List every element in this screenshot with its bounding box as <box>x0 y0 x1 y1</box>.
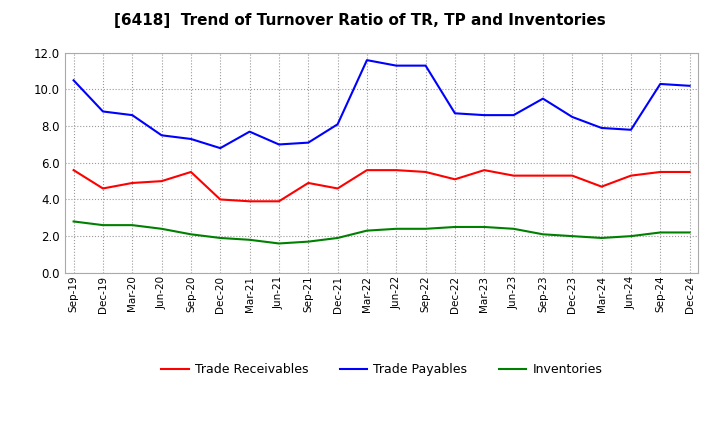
Trade Receivables <box>392 168 400 173</box>
Inventories <box>626 234 635 239</box>
Inventories <box>99 223 107 228</box>
Trade Payables <box>128 113 137 118</box>
Trade Payables <box>685 83 694 88</box>
Trade Receivables <box>69 168 78 173</box>
Trade Payables <box>598 125 606 131</box>
Trade Payables <box>539 96 547 101</box>
Inventories <box>421 226 430 231</box>
Inventories <box>451 224 459 230</box>
Inventories <box>128 223 137 228</box>
Trade Payables <box>480 113 489 118</box>
Trade Receivables <box>626 173 635 178</box>
Inventories <box>685 230 694 235</box>
Trade Receivables <box>568 173 577 178</box>
Trade Payables <box>626 127 635 132</box>
Trade Payables <box>274 142 283 147</box>
Trade Payables <box>246 129 254 134</box>
Trade Payables <box>363 58 372 63</box>
Inventories <box>246 237 254 242</box>
Trade Payables <box>157 132 166 138</box>
Trade Receivables <box>304 180 312 186</box>
Inventories <box>392 226 400 231</box>
Line: Trade Payables: Trade Payables <box>73 60 690 148</box>
Inventories <box>539 231 547 237</box>
Legend: Trade Receivables, Trade Payables, Inventories: Trade Receivables, Trade Payables, Inven… <box>156 358 607 381</box>
Trade Receivables <box>157 179 166 184</box>
Trade Payables <box>509 113 518 118</box>
Trade Receivables <box>333 186 342 191</box>
Trade Receivables <box>216 197 225 202</box>
Trade Payables <box>99 109 107 114</box>
Inventories <box>509 226 518 231</box>
Trade Receivables <box>421 169 430 175</box>
Trade Payables <box>333 121 342 127</box>
Inventories <box>333 235 342 241</box>
Inventories <box>480 224 489 230</box>
Trade Receivables <box>509 173 518 178</box>
Line: Trade Receivables: Trade Receivables <box>73 170 690 201</box>
Trade Payables <box>304 140 312 145</box>
Trade Payables <box>451 110 459 116</box>
Inventories <box>568 234 577 239</box>
Trade Payables <box>216 146 225 151</box>
Inventories <box>186 231 195 237</box>
Inventories <box>598 235 606 241</box>
Inventories <box>69 219 78 224</box>
Trade Payables <box>392 63 400 68</box>
Trade Receivables <box>598 184 606 189</box>
Trade Payables <box>421 63 430 68</box>
Inventories <box>363 228 372 233</box>
Inventories <box>216 235 225 241</box>
Trade Payables <box>656 81 665 87</box>
Trade Payables <box>69 77 78 83</box>
Trade Receivables <box>656 169 665 175</box>
Trade Receivables <box>99 186 107 191</box>
Inventories <box>157 226 166 231</box>
Trade Receivables <box>274 198 283 204</box>
Line: Inventories: Inventories <box>73 221 690 243</box>
Inventories <box>304 239 312 244</box>
Trade Receivables <box>186 169 195 175</box>
Trade Receivables <box>480 168 489 173</box>
Trade Receivables <box>539 173 547 178</box>
Trade Receivables <box>451 176 459 182</box>
Text: [6418]  Trend of Turnover Ratio of TR, TP and Inventories: [6418] Trend of Turnover Ratio of TR, TP… <box>114 13 606 28</box>
Trade Payables <box>186 136 195 142</box>
Trade Payables <box>568 114 577 120</box>
Trade Receivables <box>246 198 254 204</box>
Trade Receivables <box>128 180 137 186</box>
Inventories <box>656 230 665 235</box>
Trade Receivables <box>685 169 694 175</box>
Trade Receivables <box>363 168 372 173</box>
Inventories <box>274 241 283 246</box>
